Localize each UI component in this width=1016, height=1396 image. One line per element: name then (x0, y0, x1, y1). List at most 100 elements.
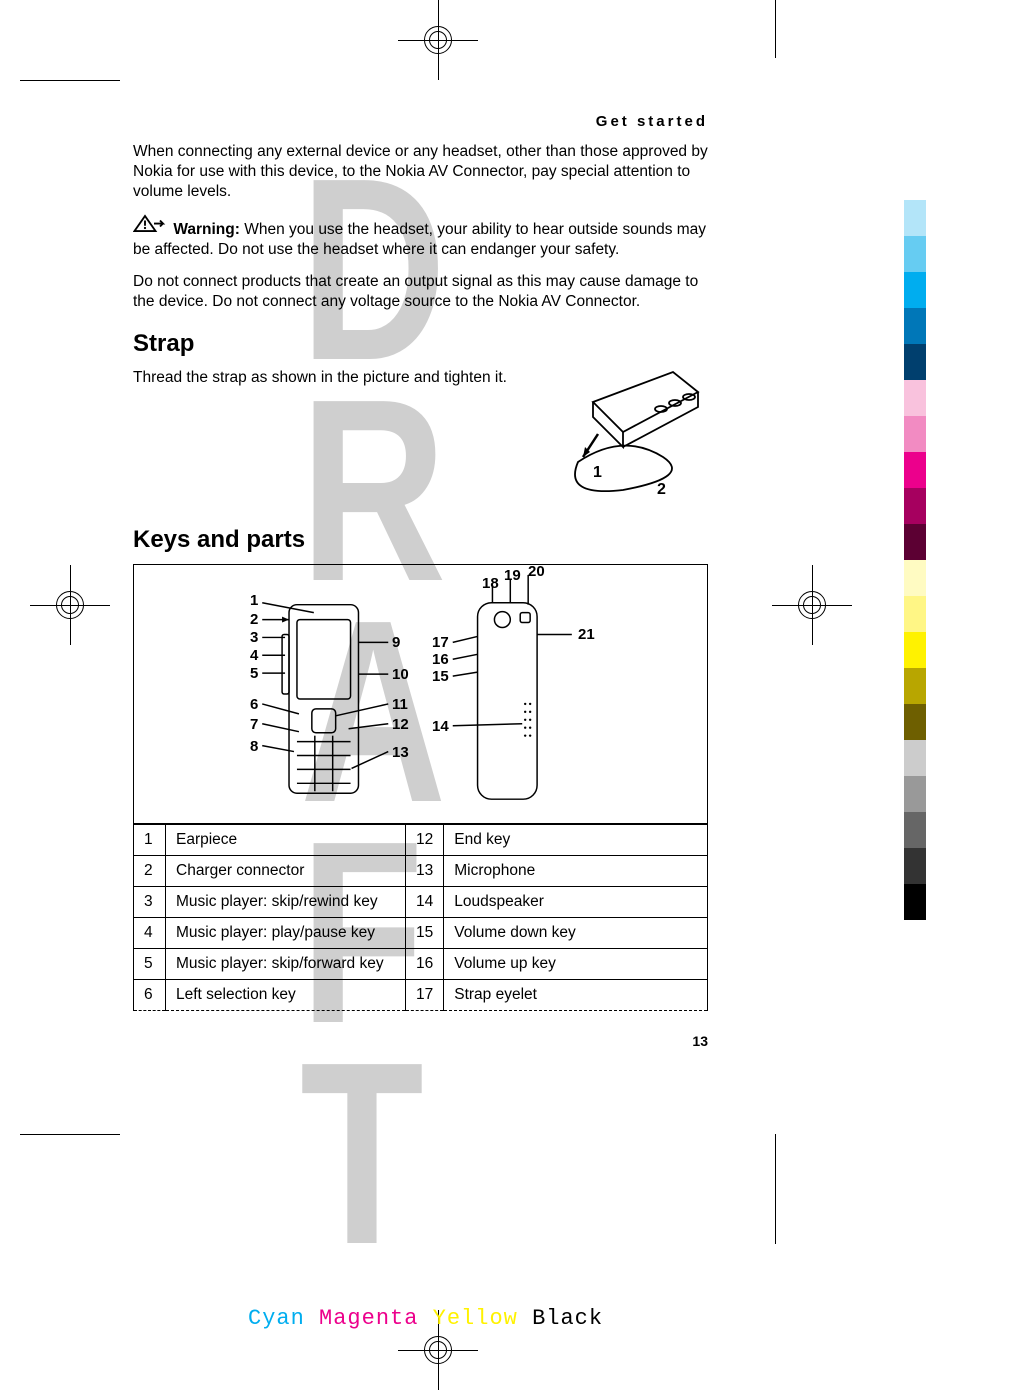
color-swatch (904, 236, 926, 272)
table-cell: Loudspeaker (444, 886, 708, 917)
registration-mark-right (792, 585, 832, 625)
table-row: 6Left selection key17Strap eyelet (134, 979, 708, 1010)
color-swatch (904, 632, 926, 668)
page-content: Get started When connecting any external… (133, 113, 708, 1049)
color-swatch (904, 272, 926, 308)
table-cell: 3 (134, 886, 166, 917)
warning-label: Warning: (173, 221, 240, 238)
warning-icon (133, 213, 169, 234)
diagram-label: 1 (250, 592, 258, 609)
diagram-label: 4 (250, 647, 258, 664)
diagram-label: 13 (392, 744, 409, 761)
table-row: 1Earpiece12End key (134, 824, 708, 855)
table-cell: Volume down key (444, 917, 708, 948)
running-head: Get started (133, 113, 708, 130)
diagram-label: 2 (250, 611, 258, 628)
table-cell: Volume up key (444, 948, 708, 979)
cyan-label: Cyan (248, 1306, 305, 1331)
keys-heading: Keys and parts (133, 526, 708, 554)
diagram-label: 8 (250, 738, 258, 755)
magenta-label: Magenta (319, 1306, 418, 1331)
table-row: 3Music player: skip/rewind key14Loudspea… (134, 886, 708, 917)
table-cell: 5 (134, 948, 166, 979)
table-cell: Strap eyelet (444, 979, 708, 1010)
table-cell: 13 (406, 855, 444, 886)
table-cell: Music player: skip/forward key (166, 948, 406, 979)
keys-table: 1Earpiece12End key2Charger connector13Mi… (133, 824, 708, 1011)
table-cell: 12 (406, 824, 444, 855)
diagram-label: 20 (528, 564, 545, 580)
table-cell: 14 (406, 886, 444, 917)
warning-block: Warning: When you use the headset, your … (133, 213, 708, 260)
table-cell: Music player: play/pause key (166, 917, 406, 948)
black-label: Black (532, 1306, 603, 1331)
trim-line (775, 0, 776, 58)
diagram-label: 6 (250, 696, 258, 713)
trim-line (20, 80, 120, 81)
table-row: 2Charger connector13Microphone (134, 855, 708, 886)
table-cell: 4 (134, 917, 166, 948)
color-swatch (904, 596, 926, 632)
post-warning-text: Do not connect products that create an o… (133, 272, 708, 312)
strap-illustration: 1 2 (563, 362, 708, 502)
registration-mark-left (50, 585, 90, 625)
registration-mark-bottom (418, 1330, 458, 1370)
color-swatch (904, 200, 926, 236)
color-swatch (904, 344, 926, 380)
table-cell: 15 (406, 917, 444, 948)
table-cell: End key (444, 824, 708, 855)
table-cell: 17 (406, 979, 444, 1010)
color-swatch (904, 668, 926, 704)
strap-text: Thread the strap as shown in the picture… (133, 368, 513, 388)
table-cell: Charger connector (166, 855, 406, 886)
table-cell: Earpiece (166, 824, 406, 855)
table-cell: 6 (134, 979, 166, 1010)
cmyk-labels: Cyan Magenta Yellow Black (248, 1306, 603, 1331)
color-calibration-bar (904, 200, 926, 920)
trim-line (20, 1134, 120, 1135)
diagram-label: 5 (250, 665, 258, 682)
diagram-label: 14 (432, 718, 449, 735)
diagram-label: 21 (578, 626, 595, 643)
strap-label-1: 1 (593, 464, 602, 481)
strap-label-2: 2 (657, 481, 666, 498)
diagram-label: 18 (482, 575, 499, 592)
color-swatch (904, 776, 926, 812)
color-swatch (904, 308, 926, 344)
color-swatch (904, 812, 926, 848)
color-swatch (904, 488, 926, 524)
color-swatch (904, 704, 926, 740)
diagram-label: 7 (250, 716, 258, 733)
color-swatch (904, 848, 926, 884)
color-swatch (904, 380, 926, 416)
diagram-label: 10 (392, 666, 409, 683)
diagram-label: 3 (250, 629, 258, 646)
diagram-label: 16 (432, 651, 449, 668)
table-cell: 16 (406, 948, 444, 979)
intro-paragraph: When connecting any external device or a… (133, 142, 708, 201)
color-swatch (904, 884, 926, 920)
diagram-label: 17 (432, 634, 449, 651)
table-cell: 2 (134, 855, 166, 886)
table-cell: Microphone (444, 855, 708, 886)
diagram-label: 11 (392, 696, 408, 713)
keys-diagram: 1 2 3 4 5 6 7 8 9 10 11 12 13 14 15 16 1… (133, 564, 708, 824)
page-number: 13 (133, 1033, 708, 1049)
trim-line (775, 1134, 776, 1244)
color-swatch (904, 740, 926, 776)
phone-diagram-svg (134, 565, 707, 823)
diagram-label: 19 (504, 567, 521, 584)
color-swatch (904, 452, 926, 488)
registration-mark-top (418, 20, 458, 60)
yellow-label: Yellow (433, 1306, 518, 1331)
color-swatch (904, 560, 926, 596)
diagram-label: 9 (392, 634, 400, 651)
table-row: 5Music player: skip/forward key16Volume … (134, 948, 708, 979)
table-row: 4Music player: play/pause key15Volume do… (134, 917, 708, 948)
table-cell: Left selection key (166, 979, 406, 1010)
diagram-label: 15 (432, 668, 449, 685)
color-swatch (904, 524, 926, 560)
diagram-label: 12 (392, 716, 409, 733)
strap-block: Thread the strap as shown in the picture… (133, 368, 708, 508)
strap-heading: Strap (133, 330, 708, 358)
